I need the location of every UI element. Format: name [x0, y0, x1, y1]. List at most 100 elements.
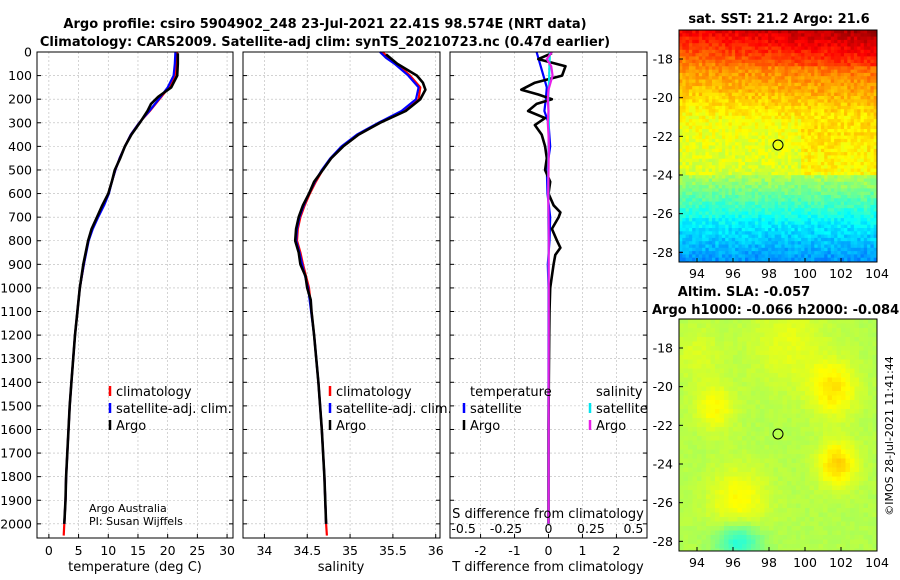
map-cell — [748, 135, 753, 140]
map-cell — [719, 346, 725, 351]
map-cell — [712, 43, 716, 47]
map-cell — [824, 178, 828, 183]
map-cell — [708, 99, 713, 104]
map-cell — [844, 92, 848, 97]
map-cell — [774, 165, 779, 170]
map-cell — [771, 162, 776, 166]
map-cell — [695, 105, 700, 110]
map-cell — [797, 82, 802, 87]
map-cell — [827, 195, 832, 199]
map-cell — [870, 92, 875, 97]
map-cell — [811, 72, 815, 77]
map-cell — [771, 109, 776, 113]
map-cell — [850, 162, 855, 166]
map-cell — [857, 105, 861, 110]
map-cell — [764, 214, 769, 219]
map-cell — [797, 102, 802, 107]
map-cell — [702, 241, 706, 245]
map-cell — [771, 191, 776, 196]
map-cell — [784, 43, 789, 47]
sst-map-frame — [678, 29, 878, 263]
map-cell — [834, 36, 838, 41]
map-cell — [830, 66, 835, 71]
map-cell — [863, 221, 868, 226]
map-cell — [872, 346, 877, 351]
map-cell — [824, 112, 828, 117]
map-cell — [827, 247, 832, 252]
map-cell — [761, 178, 766, 183]
map-cell — [718, 195, 723, 199]
map-cell — [840, 224, 845, 229]
map-cell — [758, 214, 762, 219]
map-cell — [721, 145, 726, 150]
map-cell — [718, 86, 723, 90]
map-cell — [820, 129, 825, 133]
map-cell — [751, 208, 756, 212]
map-cell — [748, 76, 753, 80]
map-cell — [797, 221, 802, 226]
map-cell — [870, 185, 875, 189]
map-cell — [827, 129, 832, 133]
map-cell — [774, 145, 779, 150]
legend-header-temperature: temperature — [470, 385, 552, 400]
map-cell — [692, 43, 696, 47]
map-cell — [728, 135, 733, 140]
map-cell — [863, 234, 868, 239]
map-cell — [853, 135, 858, 140]
map-cell — [725, 129, 729, 133]
map-cell — [817, 171, 822, 176]
map-cell — [791, 188, 795, 193]
map-cell — [758, 89, 762, 94]
map-cell — [857, 148, 861, 153]
series-line-climatology — [62, 51, 179, 536]
map-cell — [735, 208, 739, 212]
map-cell — [834, 115, 838, 120]
map-cell — [860, 234, 865, 239]
map-cell — [692, 92, 696, 97]
map-cell — [817, 66, 822, 71]
map-cell — [860, 56, 865, 61]
map-cell — [847, 86, 852, 90]
map-cell — [725, 181, 729, 186]
map-cell — [857, 102, 861, 107]
map-cell — [702, 224, 706, 229]
map-cell — [718, 198, 723, 203]
map-cell — [695, 39, 700, 44]
map-cell — [768, 247, 772, 252]
map-cell — [781, 224, 786, 229]
map-cell — [764, 346, 770, 351]
map-cell — [682, 135, 687, 140]
map-cell — [817, 92, 822, 97]
map-cell — [695, 132, 700, 137]
map-cell — [801, 96, 805, 100]
map-cell — [754, 221, 759, 226]
map-cell — [873, 89, 877, 94]
map-cell — [857, 234, 861, 239]
map-cell — [853, 168, 858, 173]
map-cell — [791, 346, 797, 351]
map-cell — [748, 119, 753, 123]
map-cell — [741, 244, 746, 249]
map-cell — [708, 72, 713, 77]
map-cell — [857, 112, 861, 117]
map-cell — [850, 328, 855, 333]
map-cell — [741, 198, 746, 203]
map-cell — [712, 218, 716, 222]
map-cell — [863, 171, 868, 176]
map-cell — [741, 155, 746, 160]
map-cell — [692, 237, 696, 242]
map-cell — [688, 168, 693, 173]
map-cell — [745, 241, 749, 245]
map-cell — [873, 208, 877, 212]
map-cell — [840, 59, 845, 64]
map-cell — [771, 66, 776, 71]
map-cell — [860, 105, 865, 110]
map-cell — [791, 323, 797, 329]
map-cell — [778, 208, 782, 212]
map-cell — [764, 355, 770, 360]
map-cell — [718, 254, 723, 259]
map-cell — [764, 178, 769, 183]
legend-label: satellite — [596, 402, 648, 417]
map-cell — [824, 188, 828, 193]
map-cell — [725, 204, 729, 209]
